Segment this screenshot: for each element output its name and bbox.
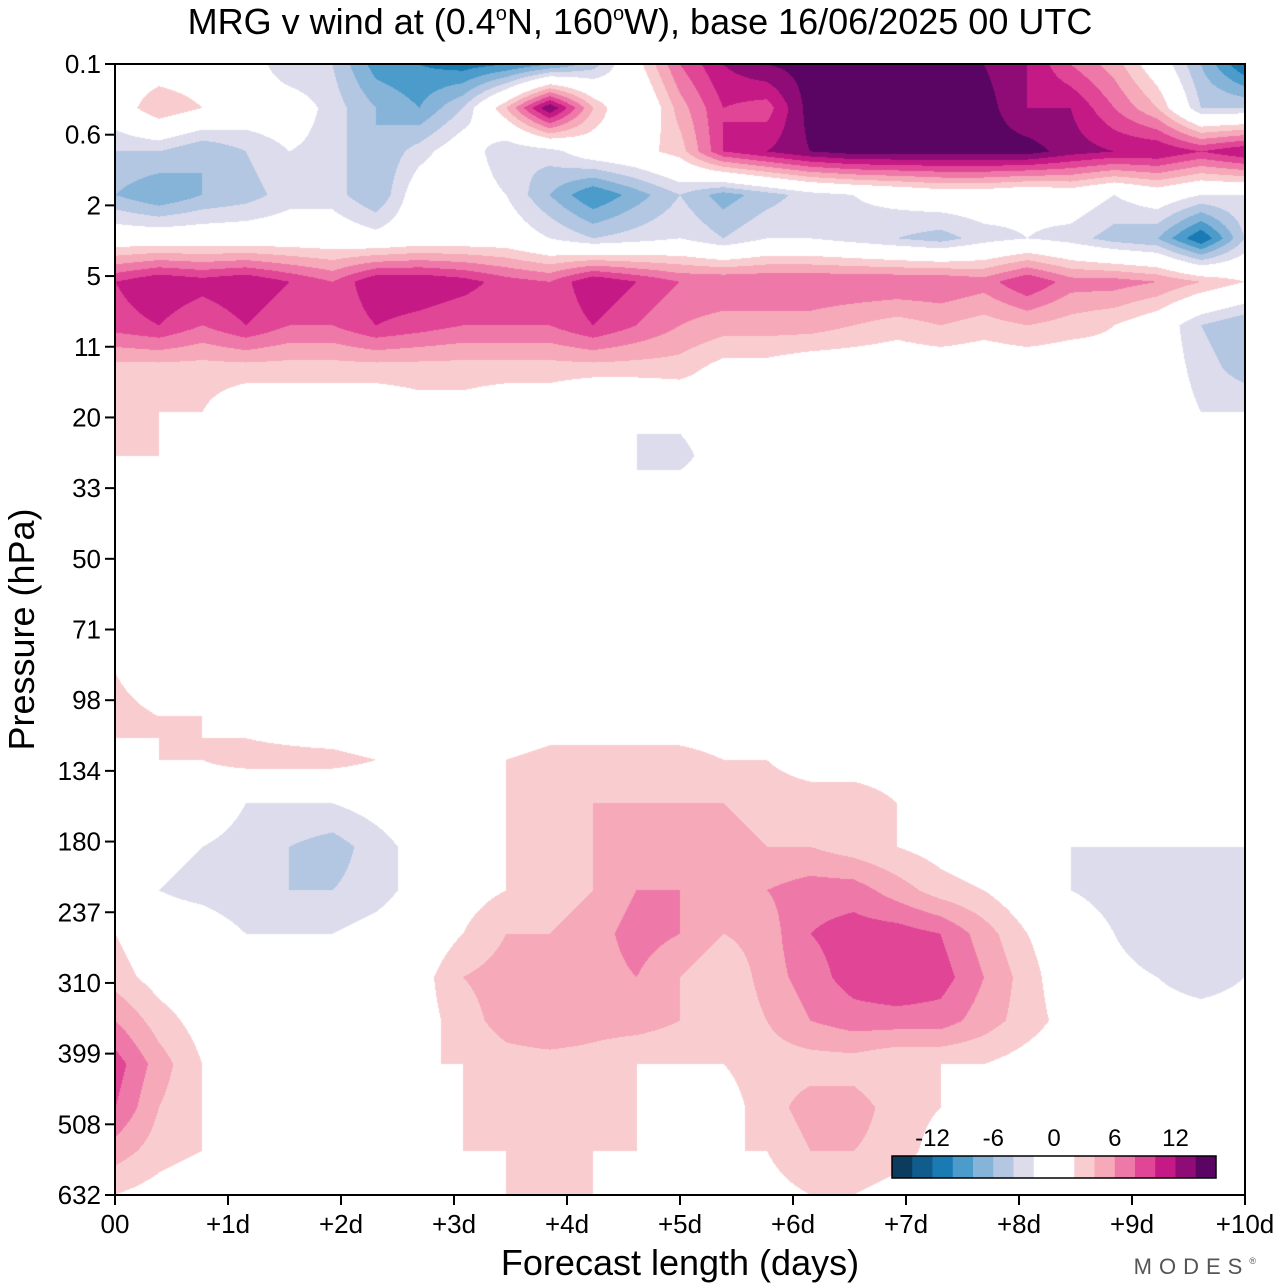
x-axis-label: Forecast length (days) xyxy=(501,1242,859,1283)
y-tick-label: 71 xyxy=(72,615,101,645)
colorbar-swatch xyxy=(1074,1156,1095,1178)
y-tick-label: 134 xyxy=(58,756,101,786)
x-tick-label: +3d xyxy=(432,1209,476,1239)
y-tick-label: 399 xyxy=(58,1039,101,1069)
y-tick-label: 11 xyxy=(74,332,101,362)
y-tick-label: 237 xyxy=(58,897,101,927)
colorbar-swatch xyxy=(1054,1156,1075,1178)
contour-field-image xyxy=(115,64,1245,1195)
chart-title: MRG v wind at (0.4oN, 160oW), base 16/06… xyxy=(0,0,1280,46)
colorbar-swatch xyxy=(1195,1156,1217,1178)
colorbar-swatch xyxy=(1114,1156,1136,1178)
x-tick-label: +9d xyxy=(1110,1209,1154,1239)
colorbar-swatch xyxy=(892,1156,913,1178)
colorbar-swatch xyxy=(1013,1156,1035,1178)
y-tick-label: 98 xyxy=(72,685,101,715)
y-axis: 0.1 0.6 2 5 11 20 33 50 71 98 134 180 237 310 399 508 63… xyxy=(58,49,115,1210)
y-tick-label: 2 xyxy=(87,190,101,220)
colorbar-swatch xyxy=(973,1156,994,1178)
x-tick-label: +10d xyxy=(1216,1209,1275,1239)
title-prefix: MRG v wind at (0.4 xyxy=(187,1,496,42)
colorbar-swatch xyxy=(932,1156,954,1178)
y-tick-label: 50 xyxy=(72,544,101,574)
title-mid: N, 160 xyxy=(506,1,613,42)
colorbar: -12 -6 0 6 12 xyxy=(891,1125,1217,1179)
watermark-mark: ® xyxy=(1249,1256,1256,1266)
colorbar-swatch xyxy=(993,1156,1014,1178)
y-tick-label: 0.6 xyxy=(65,120,101,150)
colorbar-swatch xyxy=(1094,1156,1116,1178)
y-tick-label: 632 xyxy=(58,1180,101,1210)
colorbar-label: 12 xyxy=(1162,1125,1189,1152)
colorbar-label: -6 xyxy=(983,1125,1004,1152)
colorbar-frame xyxy=(891,1155,1217,1179)
x-tick-label: +4d xyxy=(545,1209,589,1239)
x-tick-label: +7d xyxy=(884,1209,928,1239)
title-suffix: W), base 16/06/2025 00 UTC xyxy=(624,1,1093,42)
degree-sign-lon: o xyxy=(612,3,625,25)
y-tick-label: 5 xyxy=(87,261,101,291)
contour-field xyxy=(115,64,1245,1195)
y-axis-label: Pressure (hPa) xyxy=(1,508,42,750)
colorbar-swatch xyxy=(1033,1156,1055,1178)
colorbar-swatch xyxy=(912,1156,933,1178)
y-tick-label: 20 xyxy=(72,402,101,432)
colorbar-label: -12 xyxy=(915,1125,950,1152)
x-tick-label: +5d xyxy=(658,1209,702,1239)
colorbar-label: 0 xyxy=(1047,1125,1060,1152)
x-tick-label: +6d xyxy=(771,1209,815,1239)
x-tick-label: +2d xyxy=(319,1209,363,1239)
x-tick-label: 00 xyxy=(101,1209,130,1239)
y-tick-label: 508 xyxy=(58,1109,101,1139)
colorbar-swatch xyxy=(952,1156,974,1178)
x-tick-label: +8d xyxy=(997,1209,1041,1239)
colorbar-swatch xyxy=(1135,1156,1156,1178)
y-tick-label: 33 xyxy=(72,473,101,503)
watermark-text: MODES xyxy=(1133,1254,1250,1279)
degree-sign-lat: o xyxy=(495,3,507,25)
colorbar-swatch xyxy=(1155,1156,1176,1178)
y-tick-label: 310 xyxy=(58,968,101,998)
colorbar-label: 6 xyxy=(1108,1125,1121,1152)
colorbar-swatch xyxy=(1175,1156,1197,1178)
x-tick-label: +1d xyxy=(206,1209,250,1239)
modes-watermark: MODES® xyxy=(1134,1254,1256,1280)
y-tick-label: 0.1 xyxy=(65,49,101,79)
x-axis: 00 +1d +2d +3d +4d +5d +6d +7d +8d +9d +10d xyxy=(101,1195,1275,1239)
y-tick-label: 180 xyxy=(58,827,101,857)
